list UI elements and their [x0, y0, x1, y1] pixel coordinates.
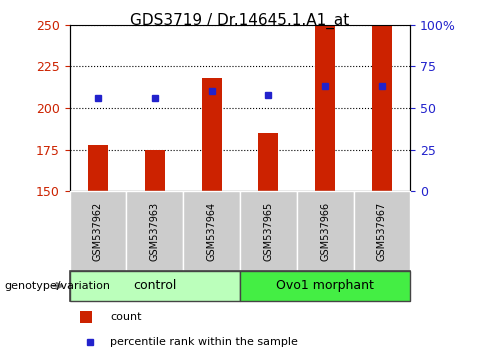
Bar — [80, 311, 92, 323]
Text: GSM537963: GSM537963 — [150, 201, 160, 261]
Bar — [70, 191, 126, 271]
Bar — [297, 191, 354, 271]
Text: GSM537965: GSM537965 — [264, 201, 274, 261]
Bar — [315, 25, 335, 191]
Text: control: control — [133, 279, 177, 292]
Bar — [240, 191, 297, 271]
Text: GSM537966: GSM537966 — [320, 201, 330, 261]
Text: GSM537967: GSM537967 — [377, 201, 387, 261]
Text: genotype/variation: genotype/variation — [5, 281, 111, 291]
Bar — [126, 191, 183, 271]
Text: percentile rank within the sample: percentile rank within the sample — [110, 337, 299, 347]
Bar — [145, 149, 165, 191]
Bar — [202, 78, 222, 191]
Bar — [183, 191, 240, 271]
Bar — [372, 25, 392, 191]
Text: GSM537964: GSM537964 — [206, 201, 216, 261]
Bar — [240, 271, 410, 301]
Bar — [88, 144, 108, 191]
Text: count: count — [110, 312, 142, 322]
Text: Ovo1 morphant: Ovo1 morphant — [276, 279, 374, 292]
Text: GSM537962: GSM537962 — [93, 201, 103, 261]
Bar — [354, 191, 410, 271]
Bar — [70, 271, 240, 301]
Bar — [258, 133, 278, 191]
Text: GDS3719 / Dr.14645.1.A1_at: GDS3719 / Dr.14645.1.A1_at — [131, 12, 349, 29]
